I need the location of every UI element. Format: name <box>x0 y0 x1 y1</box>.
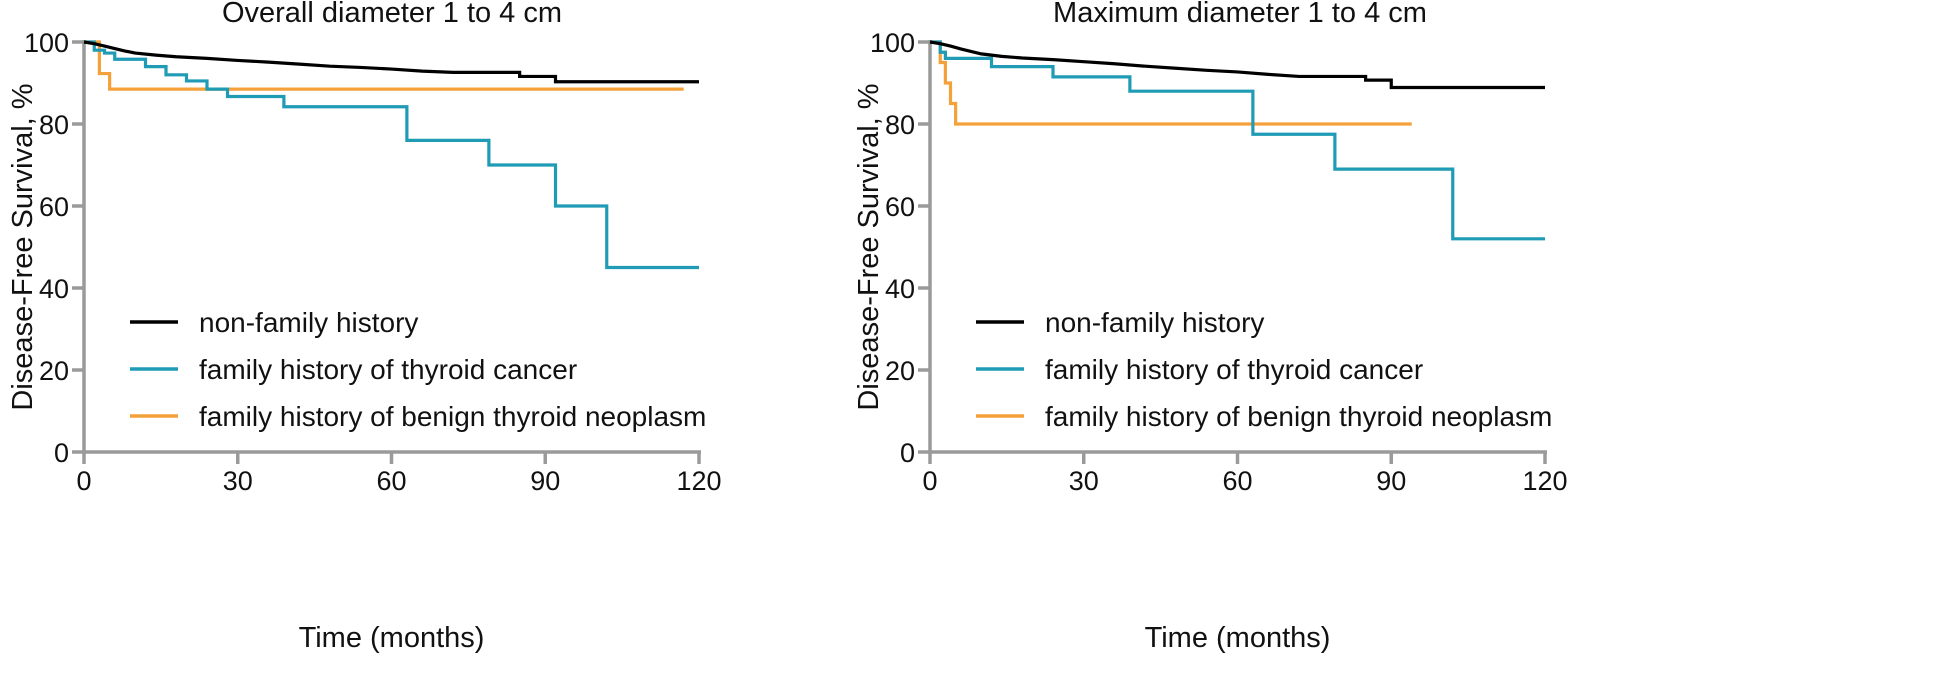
y-tick-label: 20 <box>885 356 915 386</box>
x-tick-label: 30 <box>223 466 253 496</box>
series-line-family-history-of-thyroid-cancer <box>84 40 699 270</box>
legend-label-non-family-history: non-family history <box>1045 307 1264 338</box>
x-axis-label: Time (months) <box>299 622 485 654</box>
y-tick-label: 40 <box>39 274 69 304</box>
y-tick-label: 60 <box>39 192 69 222</box>
y-tick-label: 0 <box>900 438 915 468</box>
chart-panel-1: Overall diameter 1 to 4 cm 0 20 40 60 80 100 0 3… <box>7 0 722 654</box>
y-tick-label: 40 <box>885 274 915 304</box>
chart-title: Maximum diameter 1 to 4 cm <box>1053 0 1427 29</box>
x-tick-label: 90 <box>530 466 560 496</box>
x-tick-label: 60 <box>1222 466 1252 496</box>
y-tick-label: 0 <box>54 438 69 468</box>
x-tick-label: 0 <box>922 466 937 496</box>
y-axis-label: Disease-Free Survival, % <box>853 83 885 410</box>
series-line-family-history-of-thyroid-cancer <box>930 40 1545 241</box>
x-tick-label: 30 <box>1069 466 1099 496</box>
y-axis-label: Disease-Free Survival, % <box>7 83 39 410</box>
y-tick-label: 100 <box>870 28 915 58</box>
legend-label-non-family-history: non-family history <box>199 307 418 338</box>
legend: non-family history family history of thyr… <box>976 307 1552 432</box>
chart-title: Overall diameter 1 to 4 cm <box>222 0 562 29</box>
series-line-family-history-of-benign-thyroid-neoplasm <box>930 40 1412 126</box>
y-tick-label: 60 <box>885 192 915 222</box>
y-tick-label: 80 <box>885 110 915 140</box>
x-axis-label: Time (months) <box>1145 622 1331 654</box>
series-line-non-family-history <box>929 40 1545 90</box>
legend-label-family-history-of-benign-thyroid-neoplasm: family history of benign thyroid neoplas… <box>1045 401 1552 432</box>
x-tick-label: 120 <box>1522 466 1567 496</box>
y-tick-label: 80 <box>39 110 69 140</box>
x-tick-label: 60 <box>376 466 406 496</box>
legend-label-family-history-of-thyroid-cancer: family history of thyroid cancer <box>199 354 577 385</box>
chart-panel-2: Maximum diameter 1 to 4 cm 0 20 40 60 80 100 0 3… <box>853 0 1568 654</box>
legend-label-family-history-of-benign-thyroid-neoplasm: family history of benign thyroid neoplas… <box>199 401 706 432</box>
y-tick-label: 20 <box>39 356 69 386</box>
x-tick-label: 90 <box>1376 466 1406 496</box>
legend: non-family history family history of thyr… <box>130 307 706 432</box>
series-line-family-history-of-benign-thyroid-neoplasm <box>84 40 684 91</box>
x-tick-label: 0 <box>76 466 91 496</box>
legend-label-family-history-of-thyroid-cancer: family history of thyroid cancer <box>1045 354 1423 385</box>
x-tick-label: 120 <box>676 466 721 496</box>
series-line-non-family-history <box>83 40 699 84</box>
y-tick-label: 100 <box>24 28 69 58</box>
